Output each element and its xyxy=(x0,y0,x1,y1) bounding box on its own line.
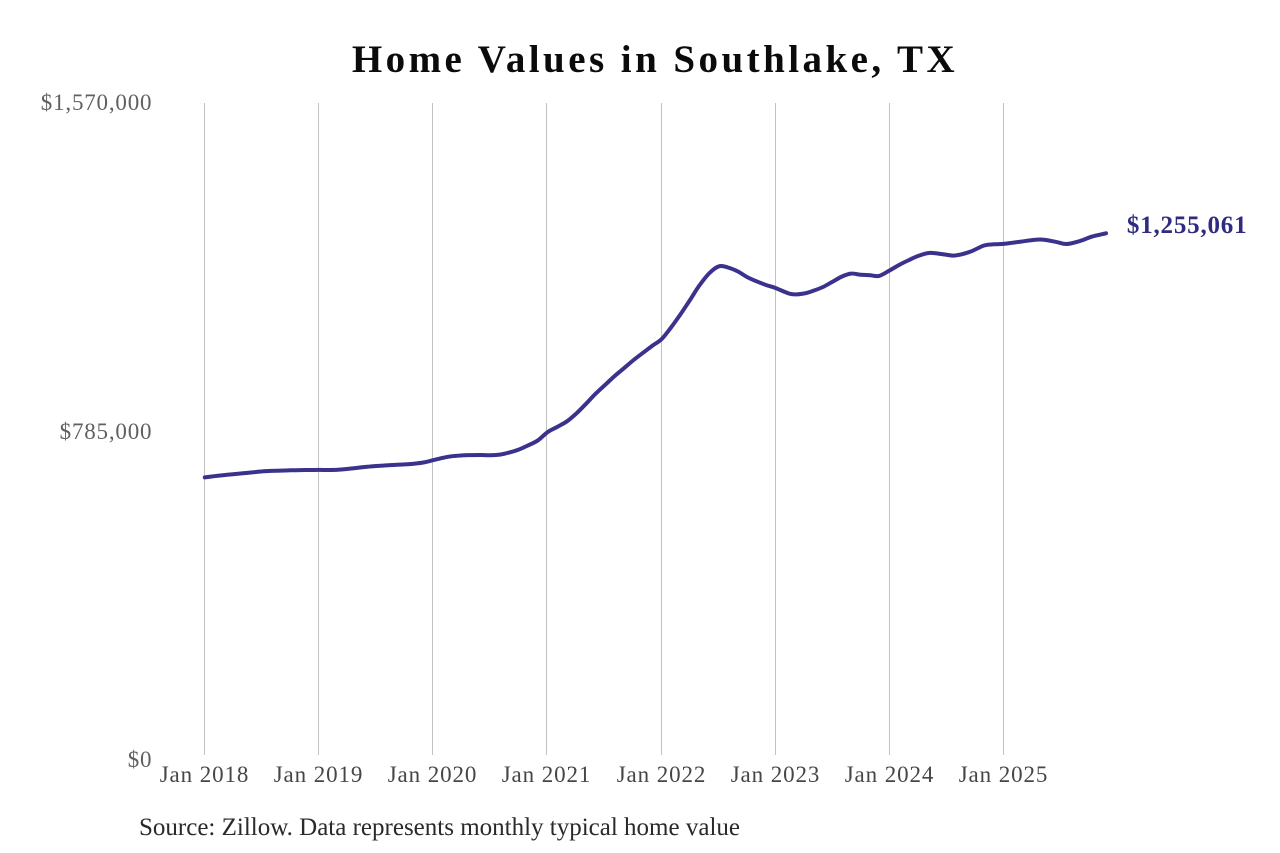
svg-text:Jan 2018: Jan 2018 xyxy=(160,762,250,787)
svg-text:Jan 2021: Jan 2021 xyxy=(502,762,592,787)
svg-text:Jan 2019: Jan 2019 xyxy=(274,762,364,787)
svg-text:$785,000: $785,000 xyxy=(60,419,153,444)
svg-text:Jan 2022: Jan 2022 xyxy=(617,762,707,787)
svg-text:Jan 2023: Jan 2023 xyxy=(731,762,821,787)
svg-text:Jan 2025: Jan 2025 xyxy=(959,762,1049,787)
svg-text:Source: Zillow. Data represent: Source: Zillow. Data represents monthly … xyxy=(139,814,740,841)
svg-text:Jan 2024: Jan 2024 xyxy=(845,762,935,787)
svg-text:$1,255,061: $1,255,061 xyxy=(1127,212,1248,239)
svg-text:Home Values in Southlake, TX: Home Values in Southlake, TX xyxy=(352,38,958,81)
svg-text:$0: $0 xyxy=(128,747,153,772)
svg-text:$1,570,000: $1,570,000 xyxy=(41,90,153,115)
svg-text:Jan 2020: Jan 2020 xyxy=(388,762,478,787)
